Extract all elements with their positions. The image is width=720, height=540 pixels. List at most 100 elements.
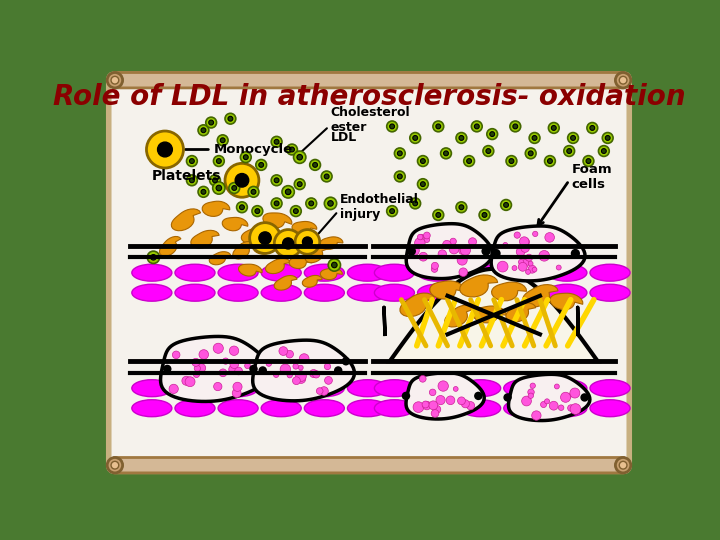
Circle shape (441, 148, 451, 159)
Polygon shape (390, 269, 598, 361)
Circle shape (532, 136, 537, 140)
Circle shape (521, 244, 529, 252)
Circle shape (474, 392, 482, 400)
Circle shape (228, 116, 233, 121)
Polygon shape (491, 226, 585, 281)
Ellipse shape (418, 400, 457, 417)
Polygon shape (292, 221, 317, 234)
Circle shape (498, 261, 508, 272)
Polygon shape (253, 340, 354, 401)
Circle shape (310, 369, 318, 377)
Circle shape (229, 365, 238, 374)
Circle shape (619, 76, 627, 84)
Circle shape (297, 182, 302, 187)
Circle shape (243, 155, 248, 160)
Circle shape (410, 246, 419, 255)
Circle shape (431, 262, 438, 269)
Ellipse shape (218, 284, 258, 301)
Ellipse shape (218, 400, 258, 417)
Circle shape (570, 404, 581, 414)
Circle shape (283, 238, 294, 249)
Circle shape (509, 159, 514, 164)
Ellipse shape (504, 400, 544, 417)
Ellipse shape (590, 264, 630, 281)
Ellipse shape (418, 380, 457, 397)
Circle shape (271, 175, 282, 186)
Circle shape (334, 366, 343, 375)
Circle shape (544, 399, 549, 404)
Circle shape (251, 190, 256, 194)
Ellipse shape (461, 264, 500, 281)
Circle shape (487, 129, 498, 139)
Circle shape (199, 350, 209, 359)
Circle shape (567, 132, 578, 143)
Circle shape (552, 125, 557, 130)
Circle shape (309, 201, 314, 206)
Text: Monocycle: Monocycle (213, 143, 292, 156)
Circle shape (506, 156, 517, 166)
Circle shape (545, 233, 554, 242)
Circle shape (286, 350, 294, 358)
Ellipse shape (590, 380, 630, 397)
Circle shape (462, 400, 469, 408)
Circle shape (249, 364, 258, 373)
Circle shape (458, 397, 465, 404)
Circle shape (444, 151, 449, 156)
Circle shape (213, 156, 224, 166)
Circle shape (433, 121, 444, 132)
Circle shape (561, 392, 571, 402)
Circle shape (146, 131, 184, 168)
Circle shape (397, 151, 402, 156)
Circle shape (287, 373, 292, 378)
Circle shape (531, 411, 541, 420)
Circle shape (467, 159, 472, 164)
Circle shape (459, 205, 464, 210)
Circle shape (274, 230, 302, 257)
Ellipse shape (374, 380, 415, 397)
Ellipse shape (348, 284, 387, 301)
Circle shape (328, 201, 333, 206)
Circle shape (283, 186, 294, 197)
Circle shape (418, 179, 428, 190)
Text: Endothelial
injury: Endothelial injury (340, 193, 418, 221)
Circle shape (513, 124, 518, 129)
Circle shape (616, 457, 631, 473)
Polygon shape (430, 281, 464, 299)
Ellipse shape (132, 284, 172, 301)
Circle shape (298, 365, 303, 370)
Ellipse shape (175, 400, 215, 417)
Circle shape (528, 393, 534, 399)
Circle shape (235, 367, 243, 375)
Circle shape (606, 136, 610, 140)
Circle shape (390, 124, 395, 129)
Ellipse shape (132, 264, 172, 281)
Circle shape (436, 213, 441, 218)
Ellipse shape (261, 380, 301, 397)
Circle shape (482, 213, 487, 218)
Ellipse shape (132, 400, 172, 417)
Polygon shape (210, 252, 230, 265)
Circle shape (554, 384, 559, 389)
Polygon shape (459, 275, 498, 297)
Circle shape (526, 148, 536, 159)
Circle shape (259, 232, 271, 244)
Ellipse shape (132, 380, 172, 397)
Circle shape (483, 146, 494, 157)
Circle shape (503, 242, 508, 247)
Circle shape (294, 179, 305, 190)
Circle shape (522, 396, 531, 406)
Circle shape (423, 401, 431, 410)
Circle shape (150, 254, 156, 260)
Circle shape (521, 259, 529, 267)
Circle shape (240, 205, 244, 210)
Circle shape (316, 388, 323, 394)
Polygon shape (266, 258, 290, 274)
Circle shape (503, 202, 508, 207)
Polygon shape (233, 241, 253, 259)
Circle shape (274, 139, 279, 144)
Circle shape (271, 137, 282, 147)
Circle shape (266, 361, 271, 366)
Circle shape (567, 148, 572, 153)
Circle shape (292, 377, 300, 384)
Ellipse shape (218, 380, 258, 397)
